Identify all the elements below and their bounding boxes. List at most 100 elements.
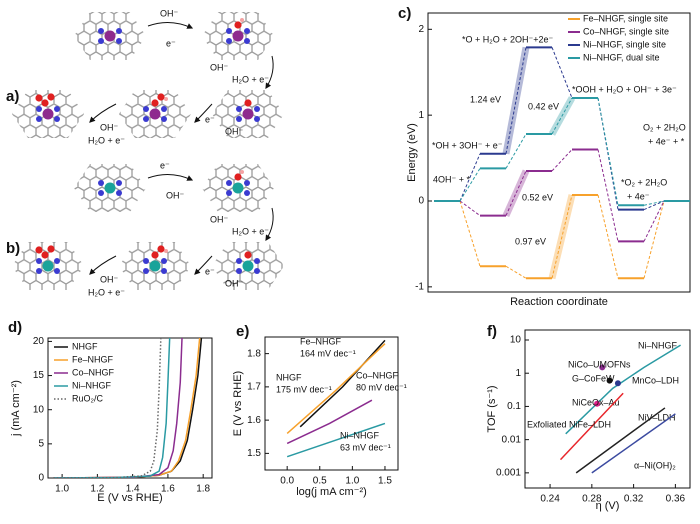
series-label: α–Ni(OH)₂ xyxy=(634,460,676,470)
hydrogen-atom xyxy=(240,170,244,174)
metal-atom xyxy=(42,108,54,120)
nitrogen-atom xyxy=(254,268,260,274)
metal-atom xyxy=(149,108,161,120)
level-connector xyxy=(459,200,481,267)
legend-label: Co–NHGF xyxy=(72,367,115,377)
scheme-label: OH⁻ xyxy=(210,62,229,72)
x-axis-label: E (V vs RHE) xyxy=(97,492,162,504)
structure xyxy=(202,164,274,212)
hydrogen-atom xyxy=(164,97,168,101)
y-tick-label: 10 xyxy=(510,335,522,346)
nitrogen-atom xyxy=(36,106,42,112)
series-label: Exfoliated NiFe–LDH xyxy=(527,419,611,429)
y-tick-label: 0.001 xyxy=(496,467,521,478)
nitrogen-atom xyxy=(54,106,60,112)
annotation: 1.24 eV xyxy=(470,94,501,104)
series-label: Ni–NHGF xyxy=(340,430,380,440)
y-tick-label: 1.5 xyxy=(247,448,261,459)
y-axis-label: j (mA cm⁻²) xyxy=(10,380,22,437)
series-annotation: 175 mV dec⁻¹ xyxy=(276,384,332,394)
oxygen-atom xyxy=(244,251,252,259)
series-label: Fe–NHGF xyxy=(300,336,342,346)
panel-label: b) xyxy=(6,240,20,257)
scheme-label: OH⁻ xyxy=(225,126,244,136)
y-tick-label: 2 xyxy=(418,24,424,35)
legend-label: Fe–NHGF xyxy=(72,354,114,364)
x-tick-label: 1.0 xyxy=(345,476,359,487)
nitrogen-atom xyxy=(54,116,60,122)
scheme-label: OH⁻ xyxy=(100,122,119,132)
oxygen-atom xyxy=(157,93,165,101)
nitrogen-atom xyxy=(254,106,260,112)
y-tick-label: 15 xyxy=(33,370,45,381)
metal-atom xyxy=(149,260,161,272)
x-tick-label: 1.4 xyxy=(126,484,140,495)
series-label: MnCo–LDH xyxy=(632,375,679,385)
level-connector xyxy=(459,153,481,202)
x-tick-label: 1.6 xyxy=(161,484,175,495)
y-tick-label: 0.01 xyxy=(502,434,522,445)
nitrogen-atom xyxy=(36,268,42,274)
data-line xyxy=(559,392,624,461)
data-point xyxy=(614,380,621,387)
nitrogen-atom xyxy=(143,268,149,274)
structure xyxy=(212,242,284,290)
series-annotation: 63 mV dec⁻¹ xyxy=(340,442,391,452)
legend-label: Ni–NHGF xyxy=(72,380,112,390)
annotation: *O₂ + 2H₂O xyxy=(621,177,667,187)
oxygen-atom xyxy=(234,21,242,29)
structure xyxy=(74,164,146,212)
annotation: 0.97 eV xyxy=(515,236,546,246)
level-connector xyxy=(551,149,573,172)
nitrogen-atom xyxy=(143,116,149,122)
nitrogen-atom xyxy=(116,38,122,44)
legend-label: Ni–NHGF, dual site xyxy=(583,52,660,62)
series-label: NiV–LDH xyxy=(638,412,676,422)
annotation: 0.42 eV xyxy=(528,101,559,111)
scheme-label: H₂O + e⁻ xyxy=(88,135,125,145)
x-tick-label: 0.0 xyxy=(280,476,294,487)
y-tick-label: 0 xyxy=(418,196,424,207)
level-connector xyxy=(643,200,665,206)
nitrogen-atom xyxy=(236,116,242,122)
nitrogen-atom xyxy=(236,258,242,264)
y-tick-label: -1 xyxy=(415,281,424,292)
y-tick-label: 1 xyxy=(515,368,521,379)
level-connector xyxy=(551,47,573,99)
reaction-arrow xyxy=(147,174,194,181)
annotation: *OOH + H₂O + OH⁻ + 3e⁻ xyxy=(572,84,677,94)
level-connector xyxy=(597,194,619,279)
scheme-label: OH⁻ xyxy=(166,190,185,200)
x-axis-label: log(j mA cm⁻²) xyxy=(296,486,367,498)
nitrogen-atom xyxy=(244,28,250,34)
oxygen-atom xyxy=(244,99,252,107)
oxygen-atom xyxy=(151,251,159,259)
x-tick-label: 0.24 xyxy=(540,494,560,505)
annotation: + 4e⁻ + * xyxy=(648,136,685,146)
nitrogen-atom xyxy=(226,180,232,186)
data-point xyxy=(599,364,606,371)
x-axis-label: η (V) xyxy=(596,500,620,512)
scheme-label: e⁻ xyxy=(166,38,176,48)
level-connector xyxy=(505,170,527,216)
metal-atom xyxy=(232,30,244,42)
structure xyxy=(119,90,191,138)
scheme-label: e⁻ xyxy=(160,160,170,170)
y-tick-label: 0.1 xyxy=(507,401,521,412)
oxygen-atom xyxy=(47,93,55,101)
nitrogen-atom xyxy=(254,258,260,264)
annotation: *O + H₂O + 2OH⁻+2e⁻ xyxy=(462,34,554,44)
nitrogen-atom xyxy=(116,190,122,196)
reaction-arrow xyxy=(194,103,213,123)
legend-label: NHGF xyxy=(72,341,98,351)
nitrogen-atom xyxy=(54,268,60,274)
legend-label: Co–NHGF, single site xyxy=(583,26,669,36)
panel-label: c) xyxy=(398,5,411,22)
nitrogen-atom xyxy=(116,180,122,186)
y-axis-label: Energy (eV) xyxy=(406,123,418,182)
metal-atom xyxy=(104,30,116,42)
level-connector xyxy=(459,168,481,202)
oxygen-atom xyxy=(151,99,159,107)
legend-label: Fe–NHGF, single site xyxy=(583,13,668,23)
